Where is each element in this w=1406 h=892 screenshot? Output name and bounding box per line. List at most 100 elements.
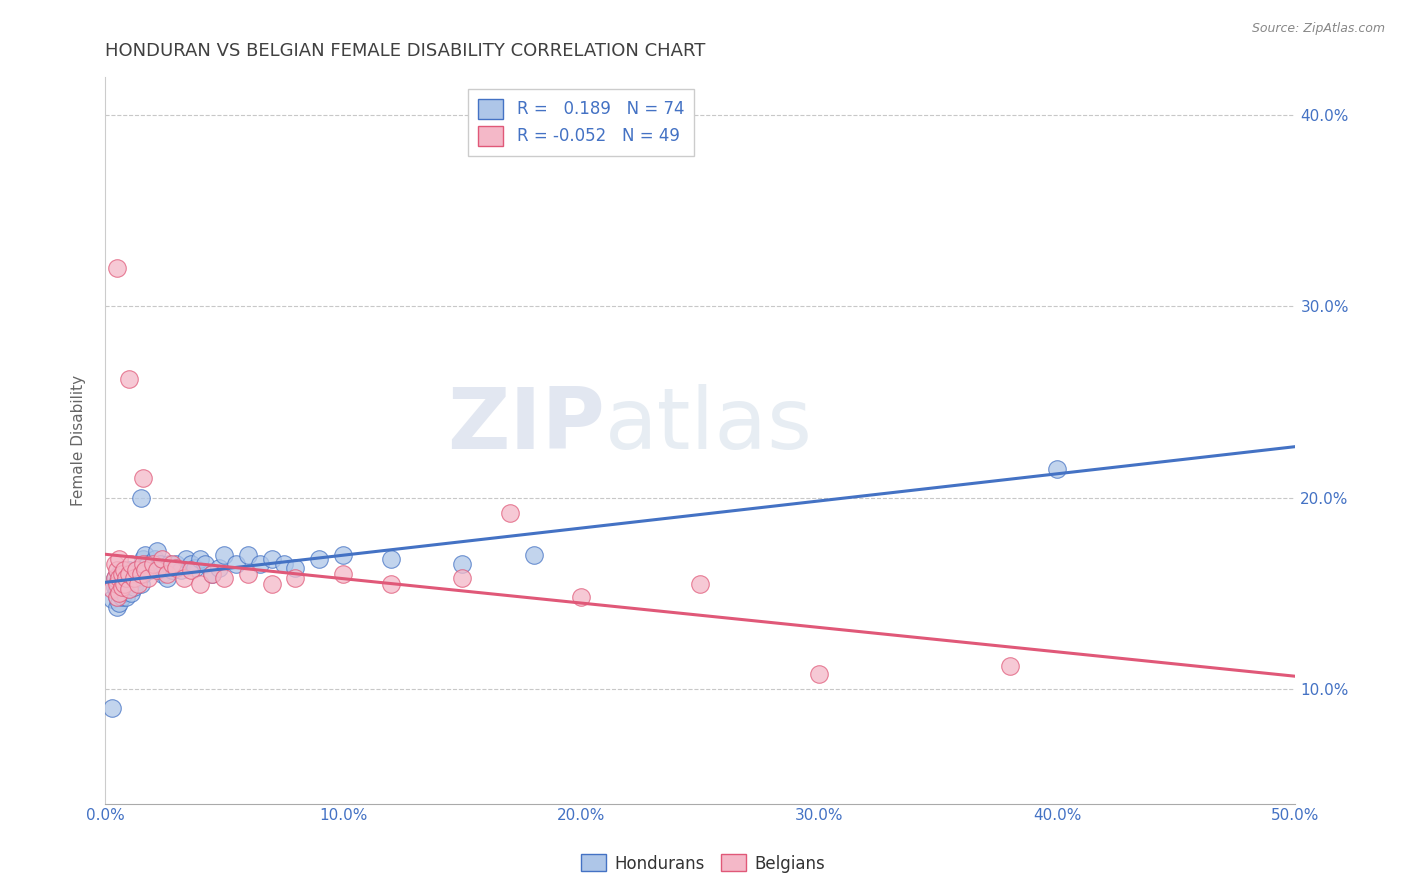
Point	[284, 571, 307, 585]
Point	[451, 558, 474, 572]
Point	[105, 599, 128, 614]
Point	[108, 551, 131, 566]
Point	[105, 576, 128, 591]
Point	[125, 563, 148, 577]
Point	[201, 567, 224, 582]
Point	[184, 561, 207, 575]
Point	[120, 586, 142, 600]
Point	[132, 567, 155, 582]
Point	[522, 548, 544, 562]
Point	[165, 561, 187, 575]
Text: HONDURAN VS BELGIAN FEMALE DISABILITY CORRELATION CHART: HONDURAN VS BELGIAN FEMALE DISABILITY CO…	[105, 42, 706, 60]
Point	[125, 574, 148, 589]
Point	[108, 586, 131, 600]
Point	[208, 561, 231, 575]
Point	[143, 551, 166, 566]
Point	[150, 551, 173, 566]
Point	[146, 563, 169, 577]
Point	[165, 558, 187, 572]
Point	[170, 563, 193, 577]
Point	[118, 573, 141, 587]
Point	[212, 571, 235, 585]
Point	[105, 563, 128, 577]
Point	[103, 558, 125, 572]
Point	[120, 567, 142, 582]
Point	[998, 658, 1021, 673]
Point	[129, 567, 152, 582]
Point	[139, 563, 162, 577]
Point	[236, 567, 259, 582]
Point	[188, 576, 211, 591]
Point	[115, 590, 138, 604]
Point	[149, 558, 172, 572]
Point	[188, 551, 211, 566]
Point	[103, 571, 125, 585]
Point	[1046, 462, 1069, 476]
Point	[134, 563, 156, 577]
Point	[689, 576, 711, 591]
Point	[156, 567, 179, 582]
Point	[260, 551, 283, 566]
Point	[129, 563, 152, 577]
Point	[101, 591, 124, 606]
Point	[134, 548, 156, 562]
Point	[112, 576, 135, 591]
Point	[122, 571, 145, 585]
Point	[160, 563, 183, 577]
Point	[118, 567, 141, 582]
Point	[136, 571, 159, 585]
Point	[150, 567, 173, 582]
Point	[112, 563, 135, 577]
Point	[451, 571, 474, 585]
Point	[153, 561, 176, 575]
Point	[249, 558, 271, 572]
Point	[201, 567, 224, 582]
Point	[142, 558, 165, 572]
Point	[125, 563, 148, 577]
Point	[111, 590, 134, 604]
Point	[105, 574, 128, 589]
Text: ZIP: ZIP	[447, 384, 605, 467]
Point	[236, 548, 259, 562]
Point	[105, 590, 128, 604]
Point	[127, 571, 149, 585]
Point	[103, 581, 125, 595]
Point	[118, 563, 141, 577]
Point	[132, 471, 155, 485]
Point	[111, 581, 134, 595]
Point	[105, 582, 128, 597]
Point	[105, 590, 128, 604]
Point	[118, 372, 141, 386]
Point	[225, 558, 247, 572]
Point	[212, 548, 235, 562]
Point	[111, 581, 134, 595]
Point	[129, 491, 152, 505]
Y-axis label: Female Disability: Female Disability	[72, 375, 86, 506]
Point	[122, 571, 145, 585]
Legend: Hondurans, Belgians: Hondurans, Belgians	[574, 847, 832, 880]
Point	[115, 571, 138, 585]
Point	[105, 260, 128, 275]
Point	[284, 561, 307, 575]
Point	[194, 558, 217, 572]
Point	[103, 571, 125, 585]
Point	[108, 571, 131, 585]
Point	[332, 548, 354, 562]
Point	[260, 576, 283, 591]
Point	[115, 578, 138, 592]
Point	[127, 576, 149, 591]
Point	[115, 571, 138, 585]
Point	[332, 567, 354, 582]
Point	[569, 590, 592, 604]
Point	[808, 666, 831, 681]
Point	[136, 558, 159, 572]
Point	[156, 571, 179, 585]
Point	[146, 544, 169, 558]
Point	[180, 558, 202, 572]
Point	[160, 558, 183, 572]
Point	[142, 558, 165, 572]
Point	[112, 586, 135, 600]
Point	[108, 596, 131, 610]
Point	[146, 561, 169, 575]
Point	[132, 551, 155, 566]
